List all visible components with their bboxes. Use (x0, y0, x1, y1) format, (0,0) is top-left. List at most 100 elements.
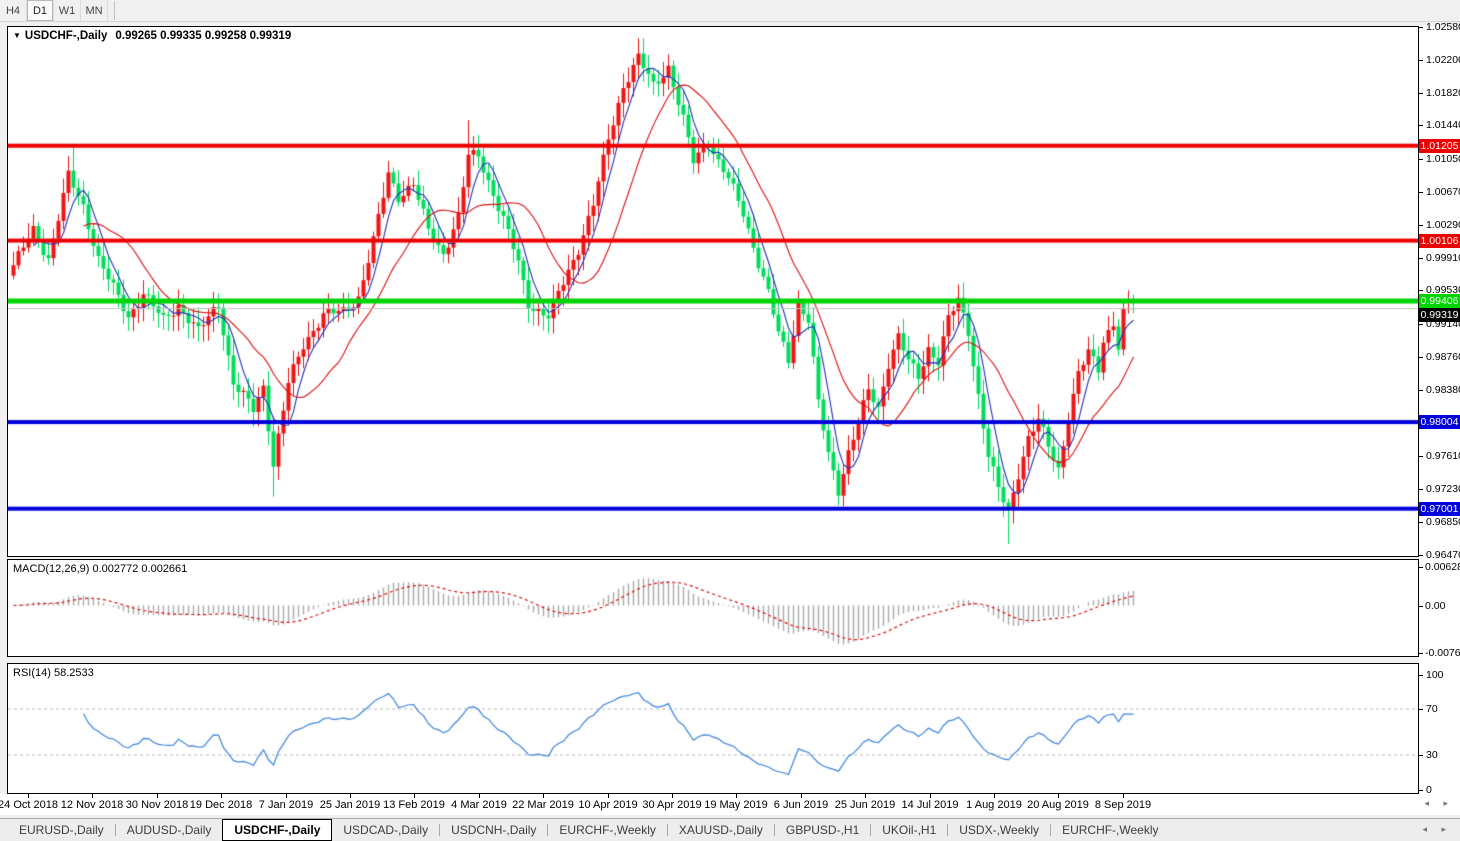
macd-tick-mark (1419, 652, 1423, 654)
price-tick-mark (1419, 389, 1423, 391)
tab-eurusd-daily[interactable]: EURUSD-,Daily (19, 823, 104, 837)
date-tick-mark (672, 794, 673, 798)
rsi-tick-label: 30 (1426, 749, 1438, 761)
tab-separator (773, 824, 775, 836)
date-tick-mark (608, 794, 609, 798)
rsi-tick-mark (1419, 755, 1423, 756)
chart-scroll-arrows[interactable]: ◂ ▸ (1424, 798, 1454, 808)
tab-audusd-daily[interactable]: AUDUSD-,Daily (126, 823, 212, 837)
current-price-tag: 0.99319 (1419, 308, 1460, 323)
price-tick-mark (1419, 92, 1423, 94)
price-scale[interactable]: 1.02580 1.02200 1.01820 1.01440 1.01050 1.006… (1419, 21, 1460, 796)
tabbar-scroll-arrows[interactable]: ◂ ▸ (1422, 824, 1452, 834)
tab-separator (870, 824, 872, 836)
date-tick-label: 19 Dec 2018 (189, 799, 253, 811)
price-tag-0-97001: 0.97001 (1419, 501, 1460, 516)
price-tick-mark (1419, 27, 1423, 28)
tab-separator (1050, 824, 1052, 836)
date-tick-label: 13 Feb 2019 (383, 799, 445, 811)
price-tick-label: 1.02200 (1426, 53, 1460, 66)
timeframe-mn[interactable]: MN (81, 0, 108, 21)
tab-usdcad-daily[interactable]: USDCAD-,Daily (343, 823, 429, 837)
date-tick-label: 7 Jan 2019 (258, 799, 314, 811)
date-tick-mark (221, 794, 222, 798)
date-tick-label: 8 Sep 2019 (1094, 799, 1152, 811)
date-tick-label: 14 Jul 2019 (901, 799, 959, 811)
date-tick-label: 19 May 2019 (704, 799, 768, 811)
date-tick-label: 30 Nov 2018 (125, 799, 189, 811)
price-tick-mark (1419, 456, 1423, 458)
chart-title: ▼ USDCHF-,Daily 0.99265 0.99335 0.99258 0.… (13, 30, 291, 42)
date-tick-label: 22 Mar 2019 (512, 799, 574, 811)
rsi-label: RSI(14) 58.2533 (13, 667, 94, 679)
tab-eurchf-weekly[interactable]: EURCHF-,Weekly (559, 823, 656, 837)
tab-eurchf-weekly[interactable]: EURCHF-,Weekly (1062, 823, 1159, 837)
chart-dropdown-icon[interactable]: ▼ (13, 31, 21, 40)
date-tick-mark (930, 794, 931, 798)
date-tick-label: 25 Jun 2019 (834, 799, 896, 811)
price-tag-0-98004: 0.98004 (1419, 415, 1460, 430)
date-tick-mark (1123, 794, 1124, 798)
date-axis[interactable]: ◂ ▸ 24 Oct 2018 12 Nov 2018 30 Nov 2018 19 … (0, 794, 1460, 815)
price-tick-label: 1.02580 (1426, 21, 1460, 33)
chart-ohlc-values: 0.99265 0.99335 0.99258 0.99319 (115, 30, 292, 42)
date-tick-mark (994, 794, 995, 798)
date-tick-mark (28, 794, 29, 798)
rsi-tick-mark (1419, 674, 1423, 676)
date-tick-label: 30 Apr 2019 (642, 799, 702, 811)
tab-usdcnh-daily[interactable]: USDCNH-,Daily (451, 823, 537, 837)
timeframe-d1[interactable]: D1 (27, 0, 54, 21)
tab-xauusd-daily[interactable]: XAUUSD-,Daily (678, 823, 763, 837)
price-tick-mark (1419, 290, 1423, 292)
tab-separator (114, 824, 116, 836)
date-tick-label: 12 Nov 2018 (60, 799, 124, 811)
date-tick-mark (543, 794, 544, 798)
date-tick-label: 1 Aug 2019 (966, 799, 1022, 811)
price-tag-1-00106: 1.00106 (1419, 233, 1460, 248)
tab-usdchf-daily[interactable]: USDCHF-,Daily (222, 818, 333, 841)
timeframe-h4[interactable]: H4 (0, 0, 27, 21)
date-tick-mark (865, 794, 866, 798)
price-tick-mark (1419, 521, 1423, 523)
tab-separator (666, 824, 668, 836)
rsi-canvas[interactable] (8, 664, 1418, 793)
tab-separator (947, 824, 949, 836)
tab-ukoil-h1[interactable]: UKOil-,H1 (882, 823, 937, 837)
date-tick-mark (286, 794, 287, 798)
tab-separator (439, 824, 441, 836)
price-chart-panel: ▼ USDCHF-,Daily 0.99265 0.99335 0.99258 0.… (7, 26, 1419, 557)
macd-panel: MACD(12,26,9) 0.002772 0.002661 (7, 559, 1419, 657)
timeframe-toolbar: H4 D1 W1 MN (0, 0, 1460, 22)
tab-usdx-weekly[interactable]: USDX-,Weekly (959, 823, 1040, 837)
chart-tab-bar: EURUSD-,Daily AUDUSD-,Daily USDCHF-,Daily U… (0, 818, 1460, 841)
price-chart-canvas[interactable] (8, 27, 1418, 556)
date-tick-mark (1058, 794, 1059, 798)
macd-tick-label: 0.006286 (1425, 560, 1460, 573)
date-tick-mark (479, 794, 480, 798)
price-tag-1-01205: 1.01205 (1419, 138, 1460, 153)
date-tick-label: 25 Jan 2019 (319, 799, 381, 811)
chart-symbol-label: USDCHF-,Daily (24, 30, 108, 42)
rsi-tick-mark (1419, 709, 1423, 710)
price-tag-0-99406: 0.99406 (1419, 294, 1460, 309)
macd-tick-mark (1419, 566, 1423, 568)
rsi-panel: RSI(14) 58.2533 (7, 663, 1419, 794)
price-tick-label: 1.01820 (1426, 86, 1460, 99)
date-tick-label: 10 Apr 2019 (578, 799, 638, 811)
macd-label: MACD(12,26,9) 0.002772 0.002661 (13, 563, 188, 575)
price-tick-mark (1419, 257, 1423, 259)
macd-tick-label: 0.00 (1425, 599, 1446, 612)
tab-gbpusd-h1[interactable]: GBPUSD-,H1 (785, 823, 860, 837)
date-tick-label: 24 Oct 2018 (0, 799, 58, 811)
rsi-tick-label: 100 (1426, 668, 1444, 681)
price-tick-mark (1419, 191, 1423, 193)
timeframe-w1[interactable]: W1 (54, 0, 81, 21)
date-tick-label: 20 Aug 2019 (1027, 799, 1089, 811)
macd-canvas[interactable] (8, 560, 1418, 656)
